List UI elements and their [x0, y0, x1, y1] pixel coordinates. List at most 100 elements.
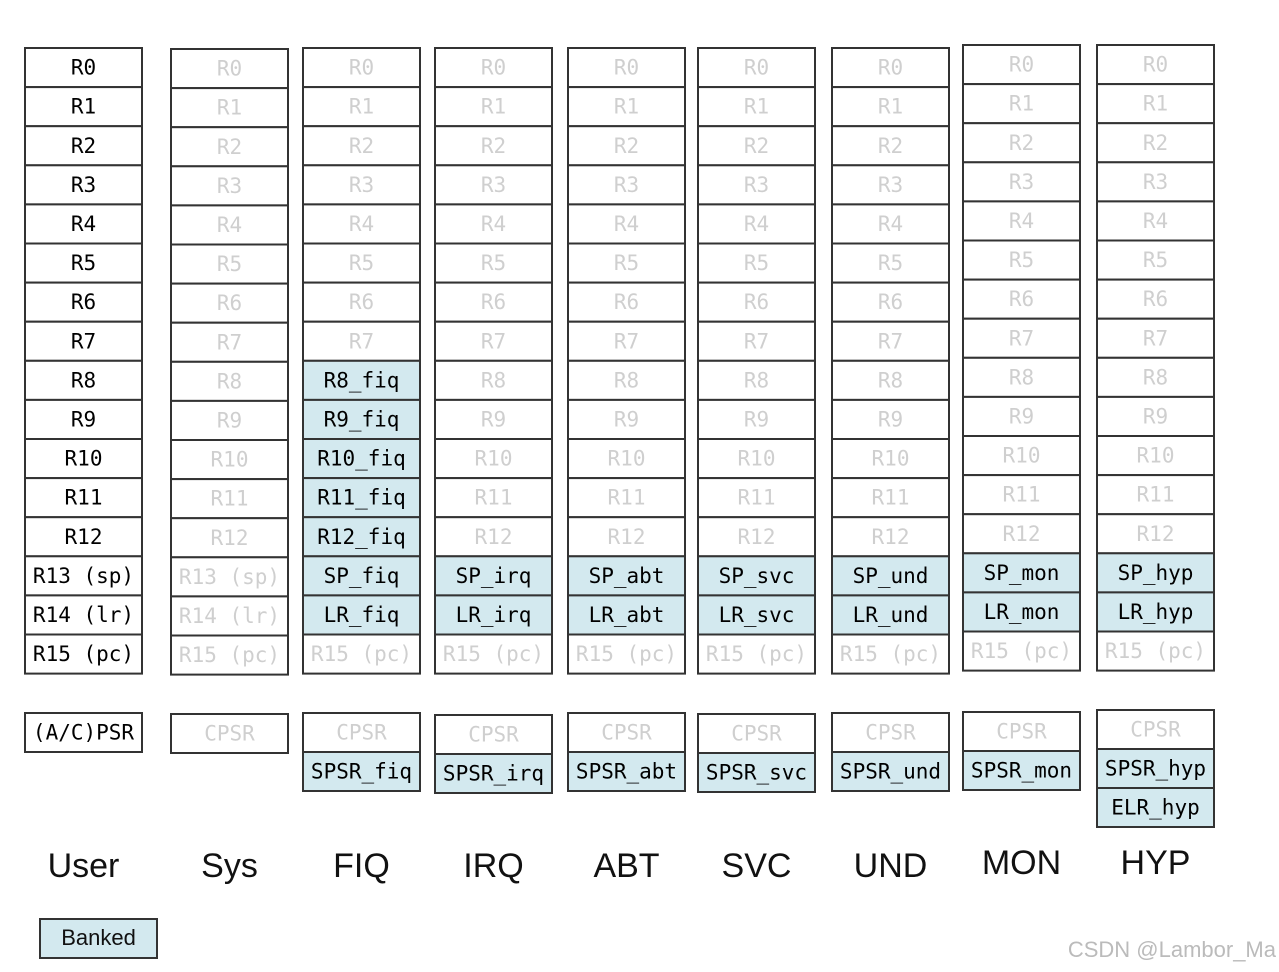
register-label: R3 — [744, 173, 769, 197]
register-label: R6 — [614, 290, 639, 314]
register — [170, 165, 289, 207]
register — [697, 47, 816, 89]
mode-label: User — [48, 847, 120, 885]
register — [1096, 44, 1215, 86]
register-label: R9 — [71, 407, 96, 431]
status-label: CPSR — [731, 722, 782, 746]
register-label: R9 — [614, 407, 639, 431]
register — [434, 477, 553, 519]
register — [434, 125, 553, 167]
banked-register — [434, 555, 553, 597]
register-label: R12 — [738, 525, 776, 549]
banked-status — [1096, 748, 1215, 789]
register-label: R2 — [481, 134, 506, 158]
register — [170, 204, 289, 246]
register-label: R6 — [1009, 287, 1034, 311]
register — [831, 242, 950, 284]
register-label: R4 — [744, 212, 769, 236]
register-label: R12 — [872, 525, 910, 549]
register-label: R5 — [1143, 248, 1168, 272]
register-label: R8 — [71, 368, 96, 392]
register-label: R12_fiq — [317, 525, 406, 549]
register — [831, 359, 950, 401]
status-label: SPSR_fiq — [311, 760, 412, 784]
register — [831, 203, 950, 245]
register-label: R5 — [1009, 248, 1034, 272]
register-label: SP_abt — [589, 564, 665, 588]
register-label: R9 — [217, 408, 242, 432]
register — [1096, 83, 1215, 125]
register-label: R4 — [481, 212, 506, 236]
register — [831, 47, 950, 89]
register — [962, 630, 1081, 672]
register — [1096, 317, 1215, 359]
register-label: R15 (pc) — [443, 642, 544, 666]
register-label: R10 — [1137, 444, 1175, 468]
register-label: R7 — [1143, 326, 1168, 350]
register — [962, 83, 1081, 125]
register-label: R0 — [614, 56, 639, 80]
register — [24, 359, 143, 401]
register-label: R13 (sp) — [179, 565, 280, 589]
mode-label: IRQ — [463, 847, 523, 885]
register — [831, 516, 950, 558]
register-label: SP_mon — [984, 561, 1060, 585]
register-label: R7 — [349, 329, 374, 353]
register-label: R12 — [608, 525, 646, 549]
register-label: R5 — [744, 251, 769, 275]
banked-register — [302, 477, 421, 519]
register — [302, 164, 421, 206]
register-label: LR_irq — [456, 603, 532, 627]
register — [831, 320, 950, 362]
register — [567, 47, 686, 89]
banked-register — [1096, 552, 1215, 594]
banked-register — [962, 552, 1081, 594]
register — [24, 594, 143, 636]
register-label: R0 — [1009, 53, 1034, 77]
status-register — [697, 713, 816, 754]
register-label: R10 — [65, 447, 103, 471]
status-register — [567, 712, 686, 753]
banked-register — [697, 594, 816, 636]
register-label: R2 — [1009, 131, 1034, 155]
register-label: R9_fiq — [324, 407, 400, 431]
register-label: R2 — [1143, 131, 1168, 155]
register — [567, 125, 686, 167]
register — [567, 438, 686, 480]
register-label: R11 — [872, 486, 910, 510]
register — [567, 516, 686, 558]
register-label: R1 — [878, 95, 903, 119]
register — [831, 477, 950, 519]
banked-register — [302, 438, 421, 480]
register-label: R10 — [211, 448, 249, 472]
register-label: R7 — [744, 329, 769, 353]
register — [302, 281, 421, 323]
register — [697, 359, 816, 401]
register — [24, 398, 143, 440]
register-label: R14 (lr) — [179, 604, 280, 628]
register-label: R1 — [349, 95, 374, 119]
register — [302, 320, 421, 362]
register — [302, 47, 421, 89]
register-label: R2 — [614, 134, 639, 158]
register-label: R15 (pc) — [706, 642, 807, 666]
mode-label: ABT — [593, 847, 659, 885]
register-label: LR_und — [853, 603, 929, 627]
register — [434, 242, 553, 284]
status-label: SPSR_abt — [576, 760, 677, 784]
register — [567, 320, 686, 362]
register-label: R5 — [217, 252, 242, 276]
register — [831, 633, 950, 675]
register — [170, 478, 289, 520]
register-label: R4 — [217, 213, 242, 237]
register — [697, 281, 816, 323]
register-label: R7 — [481, 329, 506, 353]
register — [170, 439, 289, 481]
register-label: R8 — [744, 368, 769, 392]
register-label: R12 — [1003, 522, 1041, 546]
register-label: R9 — [878, 407, 903, 431]
register — [962, 395, 1081, 437]
banked-status — [567, 751, 686, 792]
register — [24, 633, 143, 675]
watermark: CSDN @Lambor_Ma — [1068, 937, 1277, 962]
